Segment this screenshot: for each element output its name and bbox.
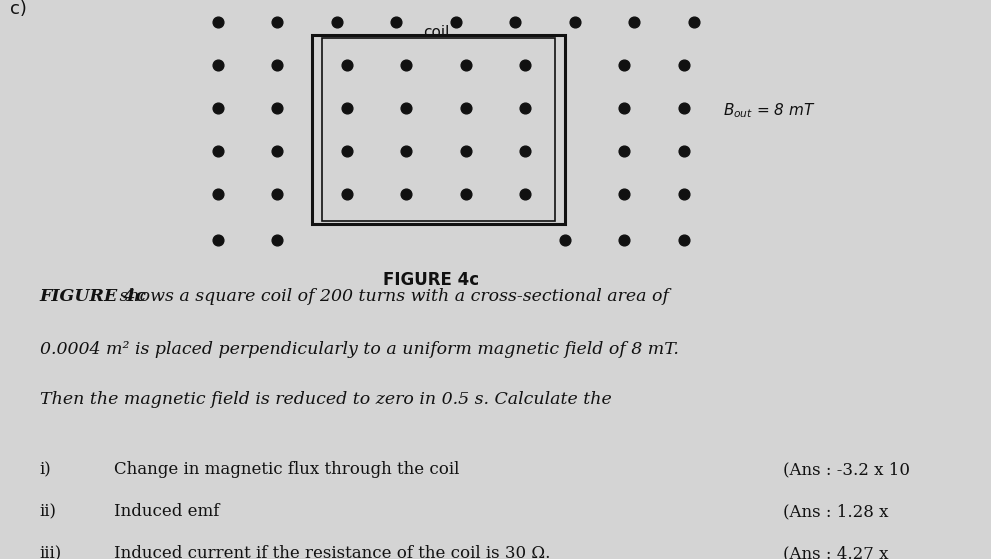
Point (210, 189, 226, 198)
Point (616, 60, 632, 69)
Point (676, 235, 692, 244)
Text: 0.0004 m² is placed perpendicularly to a uniform magnetic field of 8 mT.: 0.0004 m² is placed perpendicularly to a… (40, 341, 679, 358)
Point (458, 189, 474, 198)
Point (210, 17, 226, 26)
Point (398, 189, 414, 198)
Text: c): c) (10, 0, 27, 18)
Point (339, 60, 355, 69)
Point (270, 103, 285, 112)
Point (507, 17, 523, 26)
Point (329, 17, 345, 26)
Point (339, 189, 355, 198)
Point (270, 146, 285, 155)
Text: $B_{out}$ = 8 mT: $B_{out}$ = 8 mT (723, 101, 816, 120)
Point (616, 189, 632, 198)
Point (210, 235, 226, 244)
Point (458, 146, 474, 155)
Point (270, 17, 285, 26)
Bar (312, 35, 565, 224)
Bar (322, 39, 555, 221)
Point (210, 146, 226, 155)
Point (210, 103, 226, 112)
Point (676, 189, 692, 198)
Point (686, 17, 702, 26)
Point (626, 17, 642, 26)
Point (676, 146, 692, 155)
Text: iii): iii) (40, 545, 61, 559)
Text: (Ans : 1.28 x: (Ans : 1.28 x (783, 503, 888, 520)
Point (448, 17, 464, 26)
Point (270, 60, 285, 69)
Point (210, 60, 226, 69)
Text: Induced emf: Induced emf (114, 503, 219, 520)
Point (517, 189, 533, 198)
Text: Change in magnetic flux through the coil: Change in magnetic flux through the coil (114, 461, 460, 478)
Point (517, 103, 533, 112)
Point (557, 235, 573, 244)
Point (616, 103, 632, 112)
Point (458, 103, 474, 112)
Text: FIGURE 4c: FIGURE 4c (384, 271, 479, 288)
Text: (Ans : -3.2 x 10: (Ans : -3.2 x 10 (783, 461, 910, 478)
Text: coil: coil (423, 25, 449, 40)
Text: Induced current if the resistance of the coil is 30 Ω.: Induced current if the resistance of the… (114, 545, 550, 559)
Text: FIGURE 4c: FIGURE 4c (40, 288, 147, 305)
Point (339, 103, 355, 112)
Point (398, 146, 414, 155)
Point (458, 60, 474, 69)
Point (616, 146, 632, 155)
Point (676, 103, 692, 112)
Text: i): i) (40, 461, 52, 478)
Point (398, 60, 414, 69)
Point (517, 60, 533, 69)
Point (616, 235, 632, 244)
Text: Then the magnetic field is reduced to zero in 0.5 s. Calculate the: Then the magnetic field is reduced to ze… (40, 391, 611, 408)
Point (676, 60, 692, 69)
Text: shows a square coil of 200 turns with a cross-sectional area of: shows a square coil of 200 turns with a … (114, 288, 669, 305)
Text: ii): ii) (40, 503, 56, 520)
Point (398, 103, 414, 112)
Text: (Ans : 4.27 x: (Ans : 4.27 x (783, 545, 888, 559)
Point (517, 146, 533, 155)
Point (339, 146, 355, 155)
Point (388, 17, 404, 26)
Point (567, 17, 583, 26)
Point (270, 235, 285, 244)
Point (270, 189, 285, 198)
